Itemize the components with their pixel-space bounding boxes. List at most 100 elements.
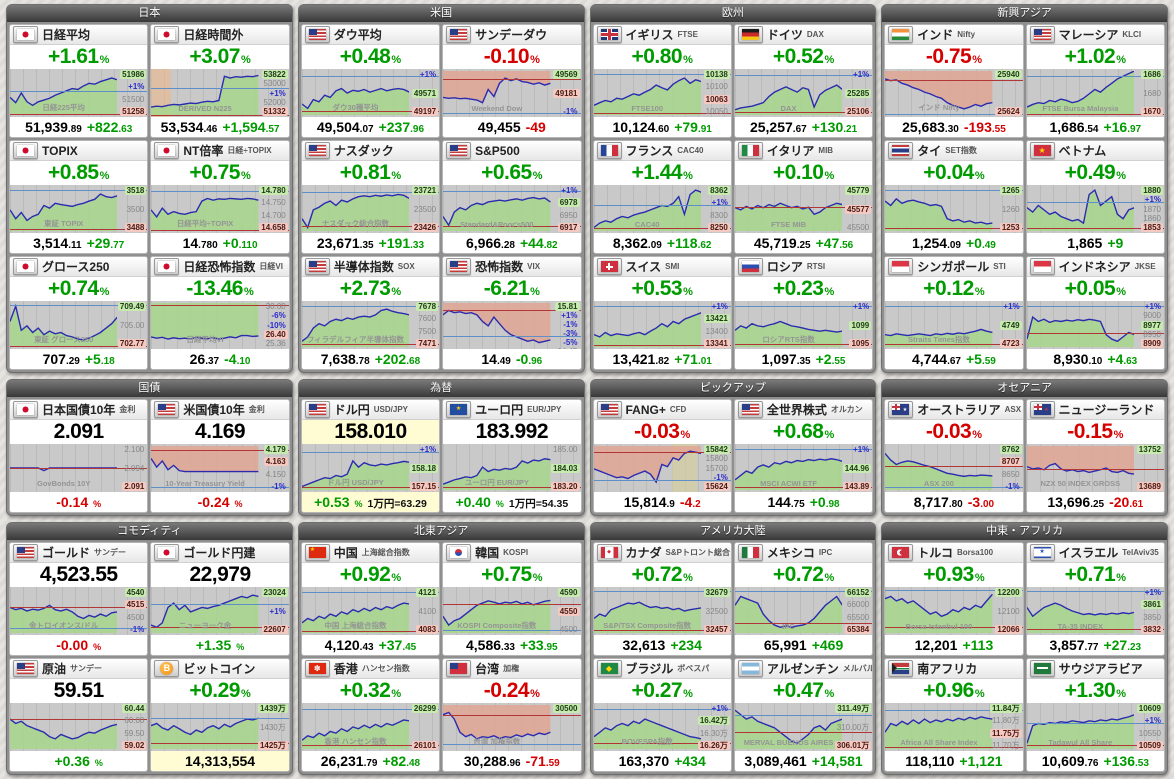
axis-label: 49571	[411, 88, 439, 98]
percent-change: +0.72%	[735, 563, 872, 587]
market-cell-nasdaq[interactable]: ナスダック +0.81% ナスダック総合指数 23721 23500 23426 23,67…	[300, 140, 441, 254]
market-cell-acwi[interactable]: 全世界株式 オルカン +0.68% MSCI ACWI ETF +1% 144.96 143…	[733, 399, 874, 513]
market-cell-indonesia-jkse[interactable]: インドネシア JKSE +0.05% +1% 9000 8977 8950 8909 8,930…	[1025, 256, 1165, 370]
market-cell-fang-plus[interactable]: FANG+ CFD -0.03% 15842 15800 15700 -1% 15624 15,…	[592, 399, 732, 513]
percent-ref-line	[443, 744, 581, 746]
decimal-part: .09	[947, 240, 961, 251]
percent-ref-line	[593, 479, 731, 481]
market-cell-growth250[interactable]: グロース250 +0.74% 東証 グロース250 709.49 705.00 702.7…	[9, 256, 149, 370]
index-suffix: 日経VI	[259, 262, 283, 271]
last-price: 14.780	[182, 235, 218, 251]
market-cell-nikkei-futures[interactable]: 日経時間外 +3.07% DERIVED N225 53822 53000 +1% 5200…	[150, 24, 290, 138]
axis-labels: +1% 3861 3850 3832	[1133, 587, 1163, 635]
cell-title-bar: ドイツ DAX	[734, 25, 873, 45]
market-cell-malaysia-klci[interactable]: マレーシア KLCI +1.02% FTSE Bursa Malaysia 1686 16…	[1025, 24, 1165, 138]
percent-sign: %	[824, 170, 835, 182]
market-cell-dow[interactable]: ダウ平均 +0.48% ダウ30種平均 +1% 49571 49197 49,504.07 +…	[300, 24, 441, 138]
percent-value: -6.21	[483, 277, 530, 300]
market-cell-new-zealand[interactable]: ニュージーランド -0.15% NZX 50 INDEX GROSS 13752 136…	[1025, 399, 1165, 513]
percent-value: +0.85	[47, 161, 99, 184]
price-value: 59.51	[10, 679, 147, 703]
flag-button	[446, 26, 472, 43]
market-cell-korea-kospi[interactable]: 韓国 KOSPI +0.75% KOSPI Composite指数 4590 4550 45…	[442, 542, 582, 656]
market-cell-topix[interactable]: TOPIX +0.85% 東証 TOPIX 3518 3500 3488 3,514.11 +…	[9, 140, 149, 254]
market-cell-nikkei[interactable]: 日経平均 +1.61% 日経225平均 51986 +1% 51500 51258 51,93…	[9, 24, 149, 138]
axis-labels: 1880 +1% 1870 1860 1853	[1133, 185, 1163, 233]
last-price: 45,719.25	[753, 235, 811, 251]
cn-flag-icon	[308, 547, 326, 558]
market-cell-thai-set[interactable]: タイ SET指数 +0.04% 1265 1260 1253 1,254.09 +0.49	[884, 140, 1024, 254]
price-change: -193.55	[963, 119, 1006, 135]
market-cell-vix[interactable]: 恐怖指数VIX-6.21%15.81+1%-1%-3%-5%14.4314.49…	[442, 256, 582, 370]
market-cell-gold-jpy[interactable]: ゴールド円建 22,979 ニューヨーク金 23024 +1% 22607 +1.35%	[150, 542, 290, 656]
index-suffix: FTSE	[677, 30, 698, 39]
market-cell-sp500[interactable]: S&P500 +0.65% Standard&Poor's500 +1% 6978 695…	[442, 140, 582, 254]
decimal-part: .23	[1127, 642, 1142, 653]
percent-change: -0.24	[197, 494, 230, 510]
market-cell-sox[interactable]: 半導体指数 SOX +2.73% フィラデルフィア半導体指数 7678 7600 7500 7…	[300, 256, 441, 370]
index-name: ドイツ	[766, 28, 803, 42]
axis-label: 4.150	[265, 469, 286, 479]
market-cell-india-nifty[interactable]: インド Nifty -0.75% インド Nifty 25940 25624 25,683.…	[884, 24, 1024, 138]
market-cell-nikkei-vi[interactable]: 日経恐怖指数 日経VI -13.46% 日経平均VI 30.00 -6% -10% 26.40…	[150, 256, 290, 370]
flag-button	[596, 401, 622, 418]
percent-sign: %	[1113, 429, 1124, 441]
jp-flag-icon	[158, 261, 176, 272]
market-cell-jgb-10y[interactable]: 日本国債10年 金利 2.091 GovBonds 10Y 2.100 2.094 2.09…	[9, 399, 149, 513]
mini-chart: DAX +1% 25285 25106	[734, 69, 873, 117]
market-cell-saudi-arabia[interactable]: サウジアラビア +1.30% Tadawul All Share 10609 +1% 10…	[1025, 658, 1165, 772]
percent-sign: %	[683, 572, 693, 584]
price-change: +33.95	[519, 637, 558, 653]
market-cell-brazil-bovespa[interactable]: ブラジルボベスパ+0.27%BOVESPA指数+1%16.42万16.30万16…	[592, 658, 732, 772]
percent-change: +0.93%	[885, 563, 1022, 587]
market-cell-crude-oil[interactable]: 原油 サンデー 59.51 60.44 60.00 59.50 59.02 +0.36%	[9, 658, 149, 772]
price-row: 25,683.30 -193.55	[885, 117, 1022, 137]
decimal-part: .07	[359, 124, 374, 135]
index-name: タイ	[917, 144, 942, 158]
market-cell-turkey-borsa100[interactable]: トルコ Borsa100 +0.93% Borsa Istanbul 100 12200…	[884, 542, 1024, 656]
last-price: 23,671.35	[316, 235, 374, 251]
axis-labels: 53822 53000 +1% 52000 51332	[258, 69, 288, 117]
market-cell-russia-rtsi[interactable]: ロシア RTSI +0.23% ロシアRTS指数 +1% 1099 1095 1,097.35…	[733, 256, 874, 370]
market-cell-taiwan-taiex[interactable]: 台湾 加権 -0.24% 台湾 加権指数 30500 30,288.96 -71.59	[442, 658, 582, 772]
market-cell-uk-ftse[interactable]: イギリス FTSE +0.80% FTSE100 10138 10100 10063 1005…	[592, 24, 732, 138]
prev-close-line	[593, 451, 731, 453]
flag-button	[596, 544, 622, 561]
market-cell-south-africa[interactable]: 南アフリカ +0.96% Africa All Share Index 11.84万 1…	[884, 658, 1024, 772]
price-change: +113	[962, 637, 994, 653]
cell-title-bar: トルコ Borsa100	[885, 543, 1023, 563]
flag-button	[737, 142, 763, 159]
market-cell-sunday-dow[interactable]: サンデーダウ -0.10% Weekend Dow 49569 49181 -1% 49,4…	[442, 24, 582, 138]
market-cell-mexico-ipc[interactable]: メキシコ IPC +0.72% IPC 66152 66000 65500 65384 65,9…	[733, 542, 874, 656]
market-cell-italy-mib[interactable]: イタリア MIB +0.10% FTSE MIB 45779 45577 45500 45,7…	[733, 140, 874, 254]
market-cell-singapore-sti[interactable]: シンガポール STI +0.12% Straits Times指数 +1% 4749 472…	[884, 256, 1024, 370]
market-cell-swiss-smi[interactable]: スイス SMI +0.53% +1% 13421 13400 13341 13,421.82 +…	[592, 256, 732, 370]
axis-label: 2.091	[122, 482, 147, 491]
axis-label: 11.75万	[990, 728, 1022, 738]
sparkline-chart	[10, 303, 118, 347]
market-cell-argentina-merval[interactable]: アルゼンチン メルバル +0.47% MERVAL BUENOS AIRES 311.4…	[733, 658, 874, 772]
market-cell-gold[interactable]: ゴールド サンデー 4,523.55 金トロイオンス/ドル 4540 4515 4500 -1…	[9, 542, 149, 656]
market-cell-usd-jpy[interactable]: ドル円 USD/JPY 158.010 ドル円 USD/JPY +1% 158.18 157…	[300, 399, 441, 513]
market-cell-nt-ratio[interactable]: NT倍率 日経÷TOPIX +0.75% 日経平均÷TOPIX 14.780 14.750…	[150, 140, 290, 254]
mini-chart: Tadawul All Share 10609 +1% 10550 10509	[1026, 703, 1164, 751]
market-cell-france-cac40[interactable]: フランス CAC40 +1.44% CAC40 8362 +1% 8300 8250 8,362…	[592, 140, 732, 254]
sparkline-chart	[885, 187, 993, 231]
axis-label: 8362	[708, 186, 730, 195]
market-cell-germany-dax[interactable]: ドイツ DAX +0.52% DAX +1% 25285 25106 25,257.67 +13…	[733, 24, 874, 138]
axis-labels: 4590 4550 4500	[550, 587, 580, 635]
jp-flag-icon	[158, 145, 176, 156]
market-cell-ust-10y[interactable]: 米国債10年 金利 4.169 10-Year Treasury Yield 4.179…	[150, 399, 290, 513]
percent-sign: %	[680, 429, 691, 441]
decimal-part: .55	[991, 124, 1006, 135]
flag-button	[888, 142, 914, 159]
